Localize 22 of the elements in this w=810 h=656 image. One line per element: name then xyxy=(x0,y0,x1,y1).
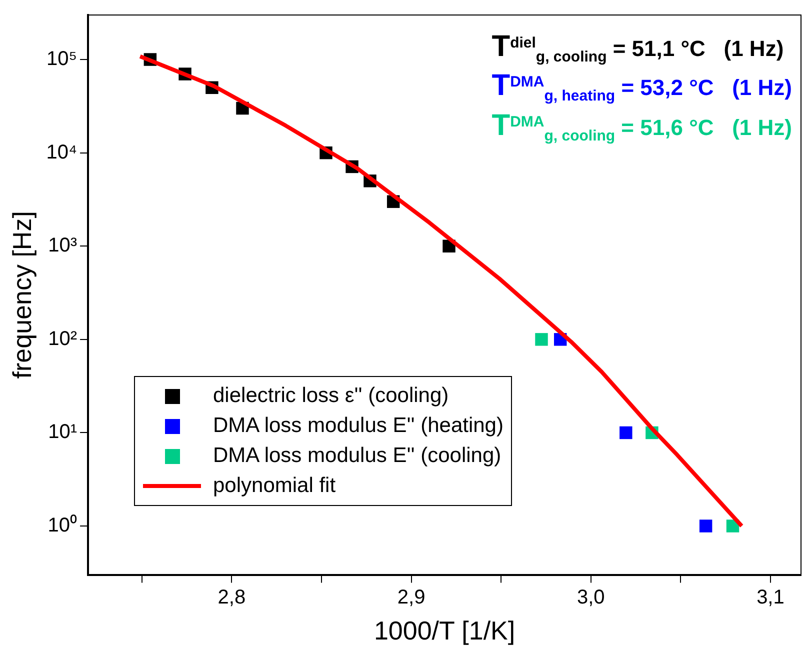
y-tick-label: 10⁵ xyxy=(46,48,78,70)
annotation: T$^{DMA}$$_{g, heating}$ = 53,2 °C (1 Hz) xyxy=(492,69,792,105)
legend-label: DMA loss modulus E'' (heating) xyxy=(213,414,504,438)
y-tick-label: 10¹ xyxy=(48,421,78,444)
point xyxy=(699,520,712,532)
y-tick-label: 10⁴ xyxy=(46,141,78,164)
legend-label: dielectric loss ε'' (cooling) xyxy=(213,384,449,408)
x-tick-label: 3,0 xyxy=(576,586,605,608)
legend-label: polynomial fit xyxy=(213,474,336,498)
legend-label: DMA loss modulus E'' (cooling) xyxy=(213,444,502,468)
point xyxy=(620,426,632,440)
annotation: T$^{diel}$$_{g, cooling}$ = 51,1 °C (1 Hz) xyxy=(492,30,785,66)
x-tick-label: 2,8 xyxy=(218,586,246,608)
y-tick-label: 10⁰ xyxy=(48,514,78,537)
y-tick-label: 10² xyxy=(48,328,78,350)
annotation: T$^{DMA}$$_{g, cooling}$ = 51,6 °C (1 Hz) xyxy=(492,108,792,144)
x-tick-label: 2,9 xyxy=(397,586,426,608)
x-tick-label: 3,1 xyxy=(756,586,784,608)
y-tick-label: 10³ xyxy=(48,234,78,257)
y-axis-title: frequency [Hz] xyxy=(6,211,37,379)
x-axis-title: 1000/T [1/K] xyxy=(374,616,516,646)
point xyxy=(535,333,548,346)
